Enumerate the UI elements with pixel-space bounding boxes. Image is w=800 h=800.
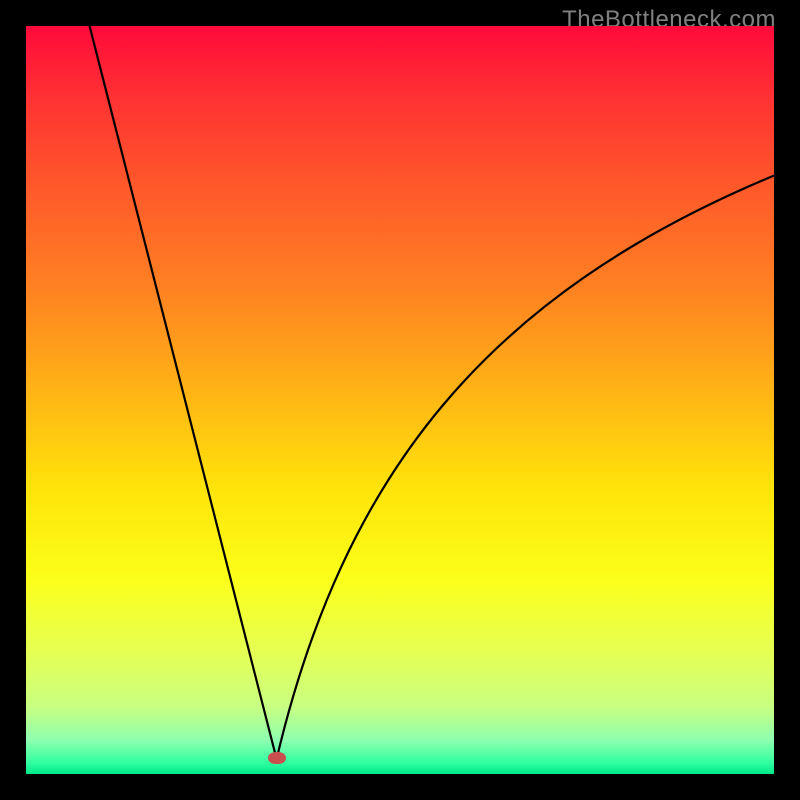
chart-frame: TheBottleneck.com [0, 0, 800, 800]
vertex-marker [268, 752, 286, 764]
curve-layer [26, 26, 774, 774]
plot-area [26, 26, 774, 774]
bottleneck-curve [90, 26, 774, 759]
